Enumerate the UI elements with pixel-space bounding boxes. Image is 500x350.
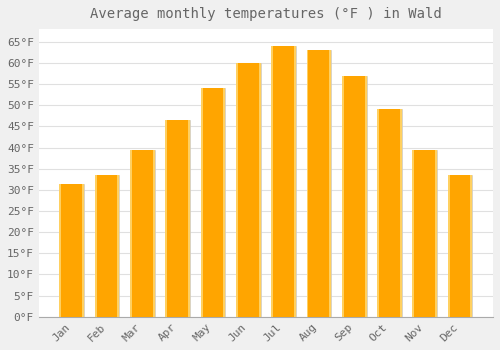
Bar — [273, 46, 294, 317]
Bar — [308, 50, 330, 317]
Bar — [344, 76, 364, 317]
Bar — [236, 63, 260, 317]
Bar — [82, 183, 84, 317]
Bar — [202, 88, 224, 317]
Bar — [258, 63, 260, 317]
Bar — [132, 150, 153, 317]
Bar — [271, 46, 273, 317]
Bar — [96, 175, 117, 317]
Bar — [342, 76, 344, 317]
Bar — [200, 88, 226, 317]
Bar — [377, 110, 379, 317]
Bar — [364, 76, 366, 317]
Bar — [166, 120, 190, 317]
Bar — [306, 50, 308, 317]
Bar — [342, 76, 366, 317]
Bar — [435, 150, 437, 317]
Bar — [238, 63, 258, 317]
Bar — [412, 150, 414, 317]
Bar — [294, 46, 296, 317]
Bar — [448, 175, 472, 317]
Bar — [60, 183, 62, 317]
Title: Average monthly temperatures (°F ) in Wald: Average monthly temperatures (°F ) in Wa… — [90, 7, 442, 21]
Bar — [130, 150, 132, 317]
Bar — [200, 88, 202, 317]
Bar — [224, 88, 226, 317]
Bar — [414, 150, 435, 317]
Bar — [400, 110, 402, 317]
Bar — [412, 150, 437, 317]
Bar — [118, 175, 120, 317]
Bar — [470, 175, 472, 317]
Bar — [153, 150, 155, 317]
Bar — [94, 175, 120, 317]
Bar — [94, 175, 96, 317]
Bar — [130, 150, 155, 317]
Bar — [166, 120, 168, 317]
Bar — [448, 175, 450, 317]
Bar — [60, 183, 84, 317]
Bar — [306, 50, 331, 317]
Bar — [379, 110, 400, 317]
Bar — [450, 175, 470, 317]
Bar — [377, 110, 402, 317]
Bar — [188, 120, 190, 317]
Bar — [62, 183, 82, 317]
Bar — [168, 120, 188, 317]
Bar — [271, 46, 296, 317]
Bar — [330, 50, 331, 317]
Bar — [236, 63, 238, 317]
